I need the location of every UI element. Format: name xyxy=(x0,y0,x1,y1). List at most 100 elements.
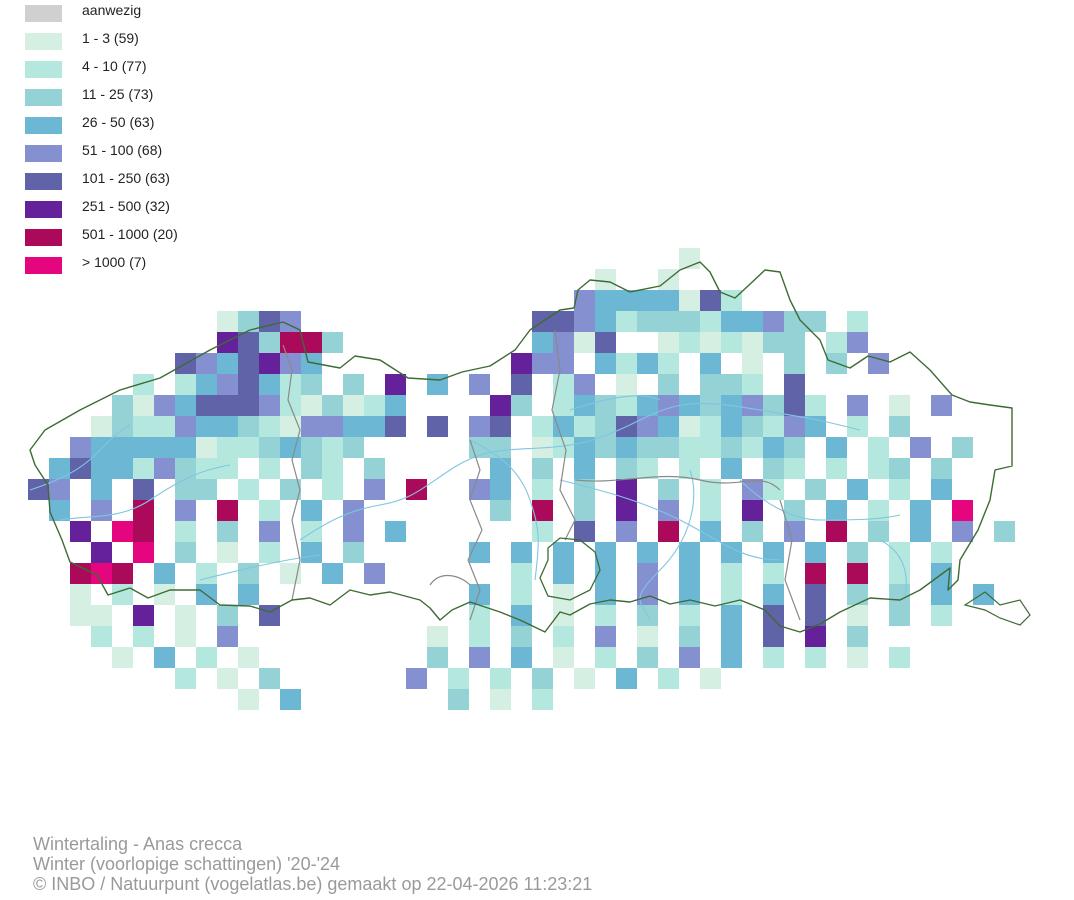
grid-cell xyxy=(217,521,238,542)
grid-cell xyxy=(637,395,658,416)
legend-item-501-1000: 501 - 1000 (20) xyxy=(25,224,325,246)
grid-cell xyxy=(595,542,616,563)
legend-swatch xyxy=(25,33,62,50)
grid-cell xyxy=(154,584,175,605)
grid-cell xyxy=(763,437,784,458)
grid-cell xyxy=(259,668,280,689)
grid-cell xyxy=(679,311,700,332)
grid-cell xyxy=(112,416,133,437)
grid-cell xyxy=(637,353,658,374)
grid-cell xyxy=(637,563,658,584)
grid-cell xyxy=(490,416,511,437)
grid-cell xyxy=(70,584,91,605)
grid-cell xyxy=(196,647,217,668)
grid-cell xyxy=(553,563,574,584)
grid-cell xyxy=(784,416,805,437)
grid-cell xyxy=(238,395,259,416)
grid-cell xyxy=(532,458,553,479)
grid-cell xyxy=(574,458,595,479)
grid-cell xyxy=(532,353,553,374)
grid-cell xyxy=(112,521,133,542)
grid-cell xyxy=(217,668,238,689)
grid-cell xyxy=(847,626,868,647)
legend-item-over-1000: > 1000 (7) xyxy=(25,252,325,274)
grid-cell xyxy=(616,521,637,542)
grid-cell xyxy=(196,563,217,584)
grid-cell xyxy=(196,458,217,479)
grid-cell xyxy=(175,668,196,689)
grid-cell xyxy=(196,437,217,458)
grid-cell xyxy=(175,626,196,647)
grid-cell xyxy=(637,311,658,332)
grid-cell xyxy=(889,563,910,584)
grid-cell xyxy=(805,626,826,647)
grid-cell xyxy=(343,521,364,542)
legend-label: 11 - 25 (73) xyxy=(82,86,154,102)
grid-cell xyxy=(490,395,511,416)
grid-cell xyxy=(175,500,196,521)
legend-swatch xyxy=(25,173,62,190)
legend-label: 251 - 500 (32) xyxy=(82,198,170,214)
grid-cell xyxy=(532,416,553,437)
legend-swatch xyxy=(25,117,62,134)
grid-cell xyxy=(847,311,868,332)
grid-cell xyxy=(889,416,910,437)
grid-cell xyxy=(238,689,259,710)
grid-cell xyxy=(238,374,259,395)
grid-cell xyxy=(511,374,532,395)
legend-item-251-500: 251 - 500 (32) xyxy=(25,196,325,218)
grid-cell xyxy=(511,584,532,605)
grid-cell xyxy=(238,353,259,374)
grid-cell xyxy=(322,437,343,458)
grid-cell xyxy=(133,458,154,479)
grid-cell xyxy=(721,332,742,353)
grid-cell xyxy=(658,332,679,353)
grid-cell xyxy=(385,521,406,542)
grid-cell xyxy=(70,437,91,458)
grid-cell xyxy=(784,395,805,416)
grid-cell xyxy=(238,437,259,458)
grid-cell xyxy=(994,521,1015,542)
grid-cell xyxy=(91,626,112,647)
grid-cell xyxy=(574,416,595,437)
grid-cell xyxy=(469,584,490,605)
grid-cell xyxy=(343,500,364,521)
grid-cell xyxy=(763,626,784,647)
grid-cell xyxy=(322,479,343,500)
grid-cell xyxy=(658,668,679,689)
grid-cells xyxy=(28,248,1015,710)
grid-cell xyxy=(553,584,574,605)
legend-label: 51 - 100 (68) xyxy=(82,142,163,158)
grid-cell xyxy=(364,458,385,479)
grid-cell xyxy=(574,374,595,395)
grid-cell xyxy=(910,521,931,542)
grid-cell xyxy=(637,437,658,458)
grid-cell xyxy=(742,479,763,500)
credit-line: © INBO / Natuurpunt (vogelatlas.be) gema… xyxy=(33,874,593,894)
legend-swatch xyxy=(25,5,62,22)
grid-cell xyxy=(301,374,322,395)
grid-cell xyxy=(658,479,679,500)
grid-cell xyxy=(889,605,910,626)
grid-cell xyxy=(259,311,280,332)
grid-cell xyxy=(742,395,763,416)
grid-cell xyxy=(175,395,196,416)
grid-cell xyxy=(154,437,175,458)
grid-cell xyxy=(742,311,763,332)
grid-cell xyxy=(364,416,385,437)
grid-cell xyxy=(700,668,721,689)
grid-cell xyxy=(637,626,658,647)
grid-cell xyxy=(889,647,910,668)
grid-cell xyxy=(616,437,637,458)
grid-cell xyxy=(721,458,742,479)
grid-cell xyxy=(700,353,721,374)
grid-cell xyxy=(490,437,511,458)
grid-cell xyxy=(847,416,868,437)
grid-cell xyxy=(280,332,301,353)
grid-cell xyxy=(196,395,217,416)
grid-cell xyxy=(616,374,637,395)
grid-cell xyxy=(784,311,805,332)
grid-cell xyxy=(721,311,742,332)
grid-cell xyxy=(868,521,889,542)
grid-cell xyxy=(763,458,784,479)
